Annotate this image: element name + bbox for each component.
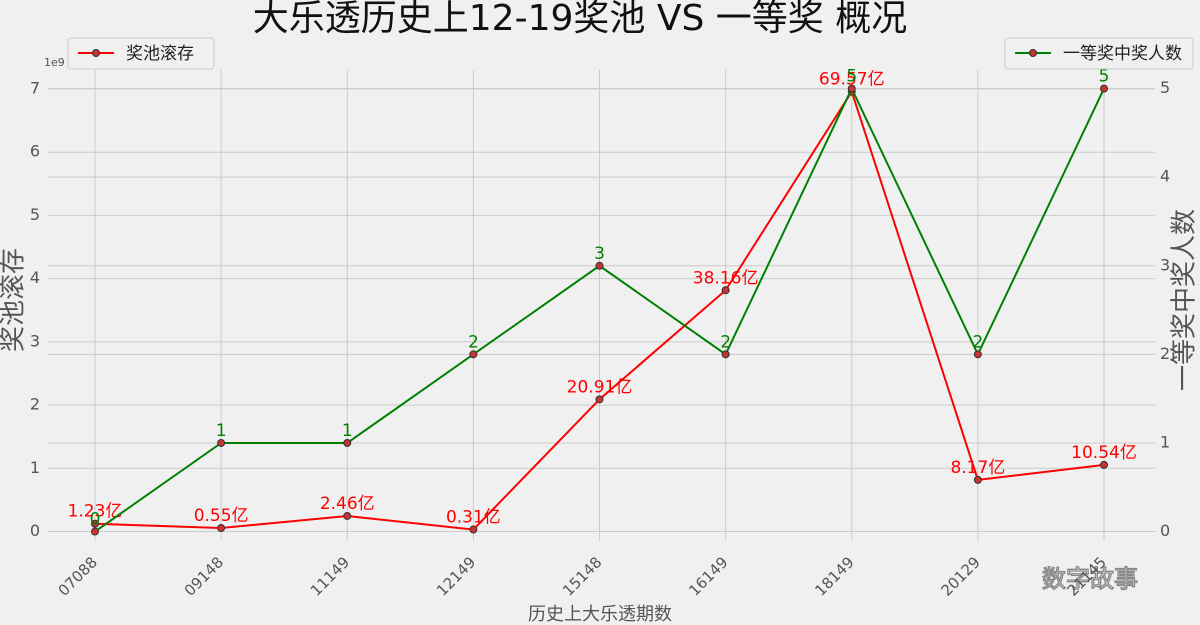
y2-tick-label: 1 <box>1160 432 1170 451</box>
point <box>721 286 730 295</box>
x-tick-label: 09148 <box>181 553 227 599</box>
point <box>217 524 226 533</box>
point <box>595 395 604 404</box>
chart-title: 大乐透历史上12-19奖池 VS 一等奖 概况 <box>253 0 907 39</box>
point <box>469 525 478 534</box>
legend-marker <box>92 49 100 57</box>
point <box>343 438 352 447</box>
point <box>91 519 99 528</box>
y-tick-label: 2 <box>30 395 40 414</box>
value-label: 1 <box>342 421 353 441</box>
watermark: 数字故事 <box>1042 565 1138 593</box>
point <box>595 261 604 270</box>
value-label: 3 <box>594 244 605 264</box>
point <box>91 527 99 536</box>
x-tick-label: 15148 <box>559 553 605 599</box>
y-offset-label: 1e9 <box>44 56 65 69</box>
y-tick-label: 7 <box>30 78 40 97</box>
y2-tick-label: 5 <box>1160 78 1170 97</box>
y2-tick-label: 3 <box>1160 255 1170 274</box>
value-label: 10.54亿 <box>1071 443 1137 463</box>
y-tick-label: 6 <box>30 142 40 161</box>
value-label: 0 <box>90 510 101 530</box>
x-tick-label: 07088 <box>55 553 101 599</box>
value-label: 2 <box>972 332 983 352</box>
y2-tick-label: 2 <box>1160 344 1170 363</box>
point <box>721 350 730 359</box>
value-label: 0.31亿 <box>446 508 501 528</box>
value-label: 1 <box>216 421 227 441</box>
x-tick-label: 11149 <box>307 553 353 599</box>
x-tick-label: 16149 <box>685 553 731 599</box>
y-tick-label: 5 <box>30 205 40 224</box>
point <box>973 475 982 484</box>
point <box>847 84 856 93</box>
value-label: 8.17亿 <box>950 458 1005 478</box>
value-label: 2 <box>720 332 731 352</box>
value-label: 5 <box>846 67 857 87</box>
y2-tick-label: 0 <box>1160 521 1170 540</box>
point <box>469 350 478 359</box>
y2-axis-label: 一等奖中奖人数 <box>1170 209 1200 391</box>
legend-label: 奖池滚存 <box>126 44 194 64</box>
value-label: 2.46亿 <box>320 494 375 514</box>
legend-label: 一等奖中奖人数 <box>1063 44 1182 64</box>
x-tick-label: 20129 <box>937 553 983 599</box>
y-axis-label: 奖池滚存 <box>0 248 29 352</box>
value-label: 20.91亿 <box>567 377 633 397</box>
y-tick-label: 3 <box>30 331 40 350</box>
value-label: 5 <box>1099 67 1110 87</box>
x-tick-label: 18149 <box>811 553 857 599</box>
legend-marker <box>1029 49 1037 57</box>
value-label: 2 <box>468 332 479 352</box>
value-label: 38.16亿 <box>693 268 759 288</box>
value-label: 1.23亿 <box>68 502 123 522</box>
legend-box <box>67 37 215 70</box>
y-tick-label: 0 <box>30 521 40 540</box>
value-label: 69.57亿 <box>819 70 885 90</box>
point <box>1100 460 1108 469</box>
x-axis-label: 历史上大乐透期数 <box>528 604 672 625</box>
y2-tick-label: 4 <box>1160 167 1170 186</box>
point <box>973 350 982 359</box>
legend-box <box>1004 37 1194 70</box>
x-tick-label: 12149 <box>433 553 479 599</box>
point <box>343 511 352 520</box>
value-label: 0.55亿 <box>194 506 249 526</box>
y-tick-label: 1 <box>30 458 40 477</box>
point <box>1100 84 1108 93</box>
y-tick-label: 4 <box>30 268 40 287</box>
point <box>217 438 226 447</box>
